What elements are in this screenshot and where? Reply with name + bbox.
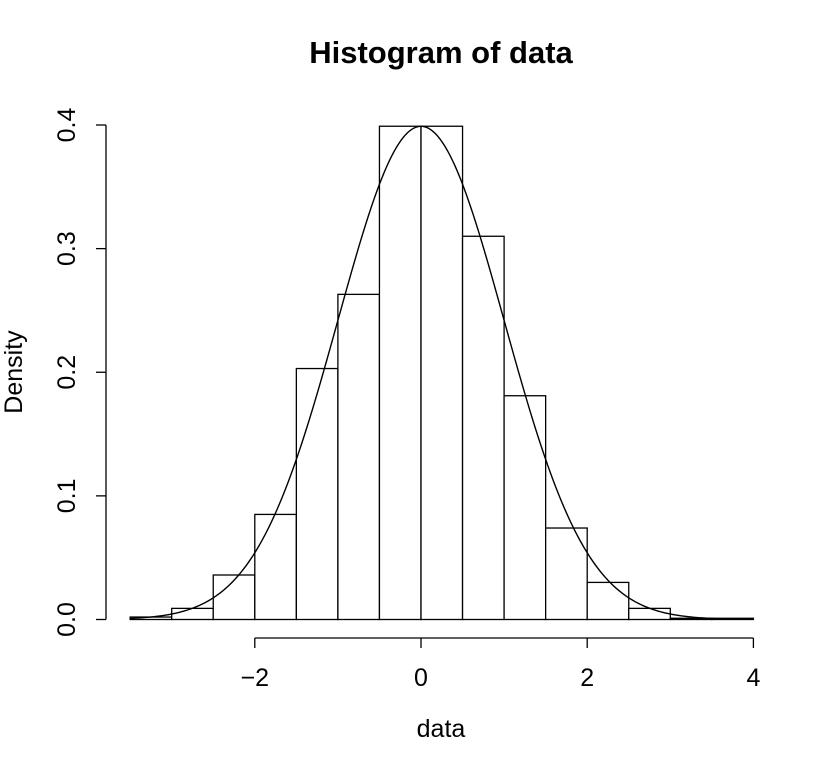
y-tick-label: 0.4 <box>53 108 81 143</box>
y-tick-label: 0.2 <box>53 355 81 390</box>
histogram-bar <box>337 293 381 621</box>
density-curve <box>130 125 754 621</box>
histogram-bar <box>212 574 256 621</box>
x-axis: −2 0 2 4 <box>241 637 760 692</box>
histogram-bar <box>503 395 547 621</box>
histogram-bar <box>378 125 422 621</box>
histogram-bar <box>545 527 588 621</box>
histogram-bar <box>586 581 630 621</box>
chart-title: Histogram of data <box>309 35 573 70</box>
histogram-bar <box>295 367 339 621</box>
x-tick-label: 0 <box>414 664 428 692</box>
x-tick-label: −2 <box>241 664 270 692</box>
histogram-bar <box>171 607 214 621</box>
histogram-bar <box>420 125 464 621</box>
bars-group <box>129 125 755 621</box>
y-axis-label: Density <box>0 330 28 414</box>
y-tick-label: 0.3 <box>53 231 81 266</box>
histogram-bar <box>254 513 298 621</box>
x-axis-label: data <box>417 715 466 743</box>
y-tick-label: 0.1 <box>53 478 81 513</box>
x-tick-label: 2 <box>580 664 594 692</box>
x-tick-label: 4 <box>746 664 760 692</box>
histogram-bar <box>461 235 505 621</box>
histogram-bar <box>628 607 671 621</box>
y-tick-label: 0.0 <box>53 602 81 637</box>
y-axis: 0.0 0.1 0.2 0.3 0.4 <box>53 108 107 637</box>
